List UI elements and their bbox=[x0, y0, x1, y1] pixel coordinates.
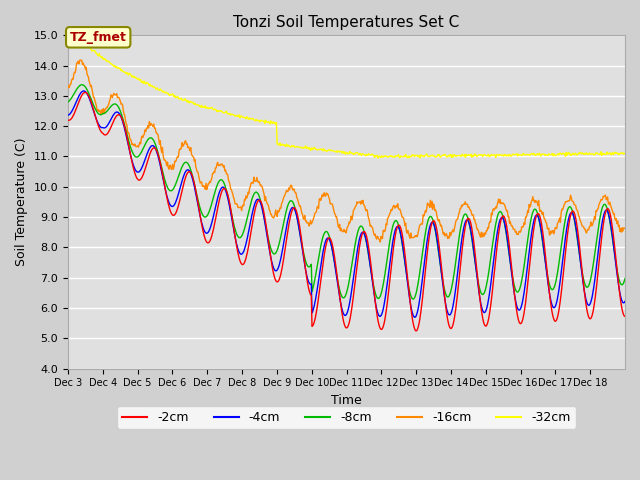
-4cm bbox=[131, 164, 138, 170]
Line: -8cm: -8cm bbox=[68, 85, 625, 299]
Title: Tonzi Soil Temperatures Set C: Tonzi Soil Temperatures Set C bbox=[234, 15, 460, 30]
-2cm bbox=[64, 117, 72, 123]
-2cm bbox=[131, 168, 138, 174]
-2cm bbox=[82, 90, 90, 96]
-2cm bbox=[412, 328, 420, 334]
-16cm bbox=[621, 226, 629, 231]
-16cm bbox=[64, 83, 72, 88]
-4cm bbox=[80, 88, 88, 94]
-4cm bbox=[64, 112, 72, 118]
-2cm bbox=[282, 246, 289, 252]
Legend: -2cm, -4cm, -8cm, -16cm, -32cm: -2cm, -4cm, -8cm, -16cm, -32cm bbox=[117, 406, 576, 429]
-2cm bbox=[404, 285, 412, 291]
-8cm bbox=[621, 276, 629, 281]
-8cm bbox=[233, 231, 241, 237]
-2cm bbox=[233, 242, 241, 248]
Line: -32cm: -32cm bbox=[68, 43, 625, 158]
-16cm bbox=[376, 239, 384, 245]
Line: -16cm: -16cm bbox=[68, 60, 625, 242]
-32cm bbox=[282, 142, 289, 148]
-16cm bbox=[77, 57, 85, 63]
-8cm bbox=[78, 82, 86, 88]
-16cm bbox=[436, 223, 444, 229]
-4cm bbox=[233, 241, 241, 247]
-4cm bbox=[621, 299, 629, 304]
-8cm bbox=[282, 213, 289, 218]
-8cm bbox=[260, 214, 268, 220]
-32cm bbox=[260, 118, 268, 124]
-4cm bbox=[260, 215, 268, 221]
-4cm bbox=[411, 314, 419, 320]
-32cm bbox=[374, 156, 382, 161]
Line: -2cm: -2cm bbox=[68, 93, 625, 331]
-32cm bbox=[406, 155, 413, 160]
-32cm bbox=[131, 73, 138, 79]
-32cm bbox=[64, 40, 72, 46]
-8cm bbox=[404, 284, 412, 289]
-8cm bbox=[409, 296, 417, 302]
-32cm bbox=[82, 40, 90, 46]
-8cm bbox=[436, 264, 444, 269]
-16cm bbox=[406, 233, 413, 239]
-4cm bbox=[436, 263, 444, 269]
Text: TZ_fmet: TZ_fmet bbox=[70, 31, 127, 44]
-2cm bbox=[436, 255, 444, 261]
-2cm bbox=[260, 211, 268, 216]
-4cm bbox=[404, 288, 412, 294]
-32cm bbox=[436, 155, 444, 160]
-8cm bbox=[64, 99, 72, 105]
-32cm bbox=[621, 150, 629, 156]
X-axis label: Time: Time bbox=[331, 394, 362, 407]
Y-axis label: Soil Temperature (C): Soil Temperature (C) bbox=[15, 138, 28, 266]
-4cm bbox=[282, 232, 289, 238]
-16cm bbox=[282, 192, 289, 197]
-2cm bbox=[621, 313, 629, 319]
-16cm bbox=[233, 201, 241, 206]
Line: -4cm: -4cm bbox=[68, 91, 625, 317]
-8cm bbox=[131, 153, 138, 158]
-16cm bbox=[131, 143, 138, 148]
-32cm bbox=[233, 113, 241, 119]
-16cm bbox=[260, 191, 268, 197]
